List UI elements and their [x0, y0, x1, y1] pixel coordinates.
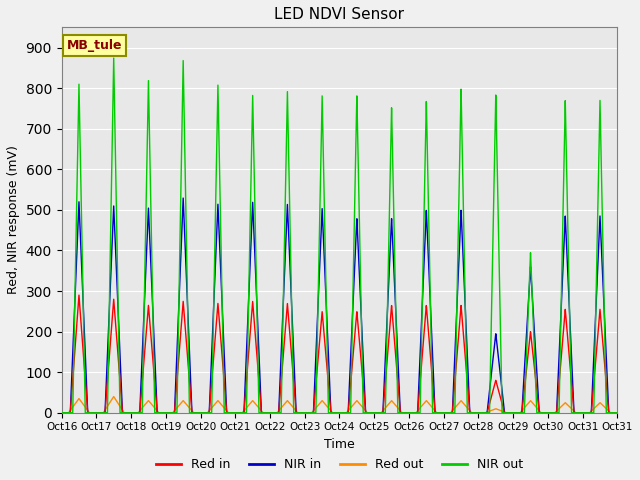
- Text: MB_tule: MB_tule: [67, 39, 123, 52]
- Y-axis label: Red, NIR response (mV): Red, NIR response (mV): [7, 145, 20, 294]
- Legend: Red in, NIR in, Red out, NIR out: Red in, NIR in, Red out, NIR out: [151, 453, 528, 476]
- X-axis label: Time: Time: [324, 438, 355, 451]
- Title: LED NDVI Sensor: LED NDVI Sensor: [275, 7, 404, 22]
